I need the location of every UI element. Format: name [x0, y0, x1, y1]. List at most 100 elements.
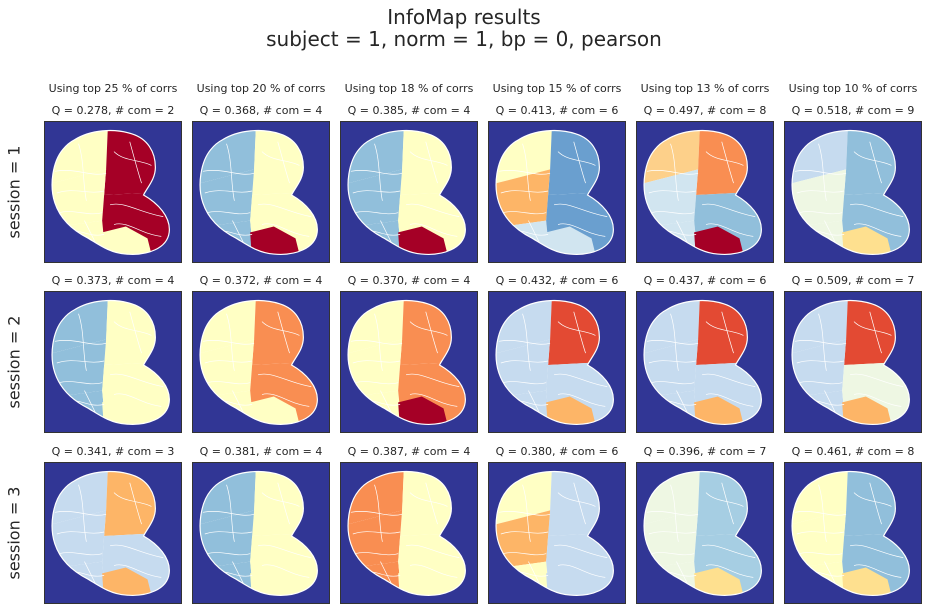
parcel-boundary	[350, 511, 403, 516]
parcel-boundary	[573, 311, 586, 354]
community-map-panel	[340, 291, 478, 433]
parcel-boundary	[206, 552, 251, 556]
panel-title: Q = 0.396, # com = 7	[643, 445, 767, 458]
parcel-boundary	[648, 360, 697, 364]
parcel-boundary	[853, 393, 902, 407]
community-map	[785, 122, 921, 262]
parcel-boundary	[374, 143, 383, 201]
brain-edge	[643, 470, 762, 596]
parcel-boundary	[522, 143, 531, 201]
parcel-boundary	[129, 311, 142, 354]
community-map	[637, 463, 773, 603]
parcel-boundary	[557, 151, 596, 166]
parcel-boundary	[277, 141, 290, 184]
parcel-boundary	[853, 321, 892, 336]
parcel-boundary	[202, 170, 255, 175]
parcel-boundary	[701, 203, 756, 217]
community-map-panel	[488, 462, 626, 604]
parcel-boundary	[261, 151, 300, 166]
column-title: Using top 13 % of corrs	[640, 82, 770, 95]
brain-edge	[495, 129, 614, 255]
column-title: Using top 20 % of corrs	[196, 82, 326, 95]
parcel-boundary	[500, 360, 549, 364]
parcel-boundary	[794, 511, 847, 516]
row-label: session = 1	[4, 145, 24, 239]
brain-edge	[791, 470, 910, 596]
brain-edge	[347, 129, 466, 255]
parcel-boundary	[705, 564, 754, 578]
parcel-boundary	[206, 211, 251, 215]
panel-title: Q = 0.372, # com = 4	[199, 274, 323, 287]
parcel-boundary	[853, 564, 902, 578]
parcel-boundary	[557, 492, 596, 507]
row-label: session = 3	[4, 486, 24, 580]
brain-edge	[495, 470, 614, 596]
community-map-panel	[784, 121, 922, 263]
parcel-boundary	[58, 211, 103, 215]
panel-title: Q = 0.387, # com = 4	[347, 445, 471, 458]
community-map	[637, 292, 773, 432]
community-map	[193, 122, 329, 262]
parcel-boundary	[425, 311, 438, 354]
community-map	[341, 292, 477, 432]
parcel-boundary	[648, 531, 697, 535]
parcel-boundary	[498, 340, 551, 345]
parcel-boundary	[818, 313, 827, 371]
parcel-boundary	[721, 141, 734, 184]
panel-title: Q = 0.413, # com = 6	[495, 104, 619, 117]
community-map-panel	[636, 291, 774, 433]
parcel-boundary	[818, 484, 827, 542]
parcel-boundary	[113, 321, 152, 336]
community-map-panel	[340, 121, 478, 263]
parcel-boundary	[202, 340, 255, 345]
parcel-boundary	[352, 190, 401, 194]
parcel-boundary	[129, 482, 142, 525]
parcel-boundary	[498, 511, 551, 516]
parcel-boundary	[701, 373, 756, 387]
parcel-boundary	[502, 381, 547, 385]
community-map	[489, 122, 625, 262]
parcel-boundary	[553, 373, 608, 387]
community-map-panel	[192, 462, 330, 604]
community-map-panel	[784, 291, 922, 433]
community-map	[341, 463, 477, 603]
parcel-boundary	[354, 211, 399, 215]
parcel-boundary	[277, 482, 290, 525]
parcel-boundary	[869, 311, 882, 354]
parcel-boundary	[646, 170, 699, 175]
parcel-boundary	[796, 360, 845, 364]
parcel-boundary	[502, 552, 547, 556]
parcel-boundary	[796, 190, 845, 194]
parcel-boundary	[522, 484, 531, 542]
parcel-boundary	[58, 381, 103, 385]
parcel-boundary	[277, 311, 290, 354]
parcel-boundary	[500, 531, 549, 535]
community-map	[341, 122, 477, 262]
parcel-boundary	[818, 143, 827, 201]
panel-title: Q = 0.368, # com = 4	[199, 104, 323, 117]
column-title: Using top 10 % of corrs	[788, 82, 918, 95]
parcel-boundary	[557, 223, 606, 237]
community-map	[45, 122, 181, 262]
parcel-boundary	[226, 313, 235, 371]
community-map	[193, 292, 329, 432]
parcel-boundary	[261, 321, 300, 336]
parcel-boundary	[502, 211, 547, 215]
brain-edge	[347, 299, 466, 425]
parcel-boundary	[354, 381, 399, 385]
panel-title: Q = 0.509, # com = 7	[791, 274, 915, 287]
parcel-boundary	[226, 484, 235, 542]
parcel-boundary	[58, 552, 103, 556]
column-title: Using top 25 % of corrs	[48, 82, 178, 95]
column-title: Using top 18 % of corrs	[344, 82, 474, 95]
parcel-boundary	[670, 484, 679, 542]
parcel-boundary	[522, 313, 531, 371]
parcel-boundary	[261, 393, 310, 407]
panel-title: Q = 0.432, # com = 6	[495, 274, 619, 287]
parcel-boundary	[113, 564, 162, 578]
brain-edge	[643, 129, 762, 255]
community-map	[45, 292, 181, 432]
brain-edge	[199, 470, 318, 596]
parcel-boundary	[54, 340, 107, 345]
parcel-boundary	[257, 373, 312, 387]
